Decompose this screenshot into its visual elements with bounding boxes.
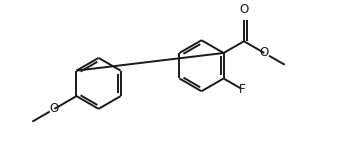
Text: O: O (260, 47, 269, 59)
Text: O: O (50, 102, 59, 115)
Text: F: F (239, 83, 246, 96)
Text: O: O (239, 3, 249, 16)
